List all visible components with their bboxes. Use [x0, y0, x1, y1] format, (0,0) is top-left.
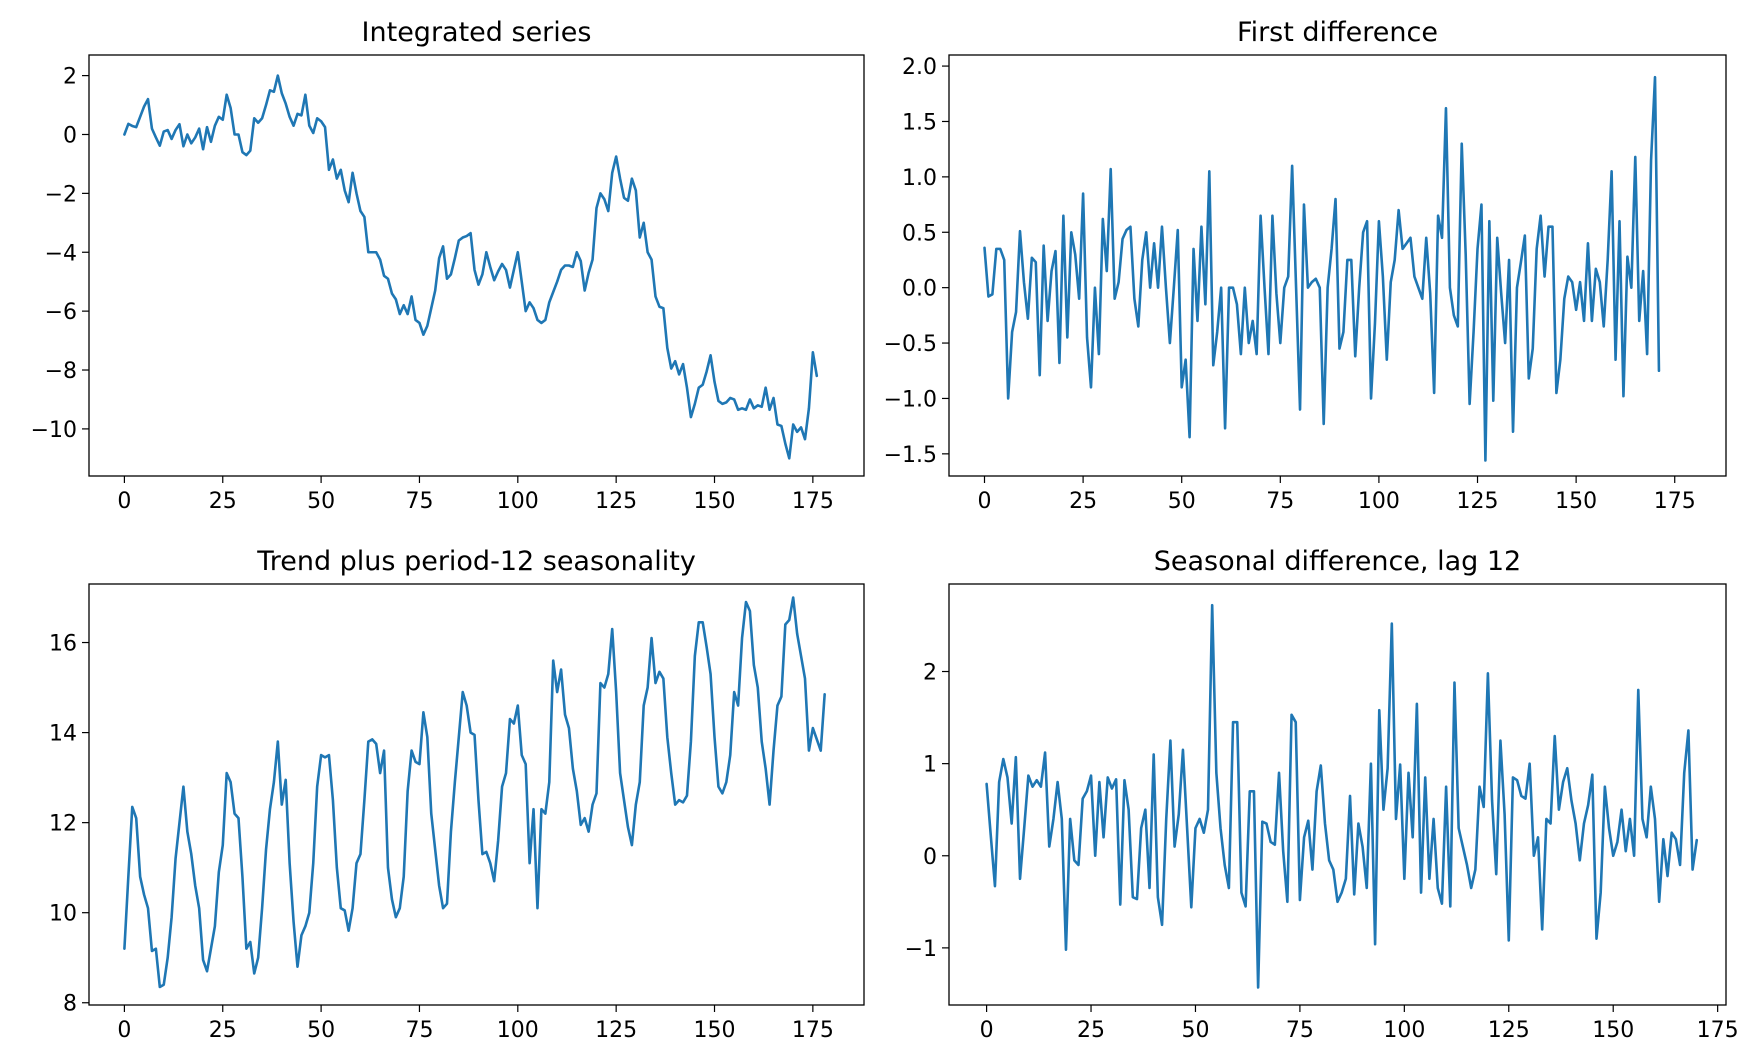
panel-first-difference: First difference 0 25 50 75 100 125 150 175 −1.5 −… [884, 17, 1727, 514]
y-tick-label-first-difference: 0.0 [902, 277, 937, 302]
x-tick-label-integrated-series: 100 [497, 489, 539, 514]
y-tick-label-trend-seasonality: 12 [49, 812, 77, 837]
panel-trend-seasonality: Trend plus period-12 seasonality 0 25 50 75 1… [49, 546, 865, 1043]
chart-title-first-difference: First difference [1237, 17, 1438, 48]
y-tick-label-seasonal-difference: 1 [923, 753, 937, 778]
plot-frame-seasonal-difference [948, 583, 1727, 1006]
x-tick-label-seasonal-difference: 150 [1592, 1018, 1634, 1043]
plot-frame-integrated-series [88, 54, 865, 477]
x-tick-label-first-difference: 25 [1069, 489, 1097, 514]
y-tick-label-first-difference: 1.0 [902, 166, 937, 191]
y-tick-label-trend-seasonality: 16 [49, 632, 77, 657]
x-tick-label-trend-seasonality: 175 [792, 1018, 834, 1043]
x-tick-label-integrated-series: 75 [405, 489, 433, 514]
x-tick-label-first-difference: 150 [1555, 489, 1597, 514]
y-tick-label-seasonal-difference: 2 [923, 661, 937, 686]
x-tick-label-first-difference: 125 [1457, 489, 1499, 514]
x-tick-label-first-difference: 100 [1358, 489, 1400, 514]
x-tick-label-trend-seasonality: 25 [209, 1018, 237, 1043]
x-tick-label-trend-seasonality: 75 [405, 1018, 433, 1043]
y-tick-label-trend-seasonality: 8 [63, 992, 77, 1017]
x-tick-label-integrated-series: 25 [209, 489, 237, 514]
x-tick-label-trend-seasonality: 50 [307, 1018, 335, 1043]
x-tick-label-seasonal-difference: 175 [1697, 1018, 1739, 1043]
y-tick-label-first-difference: −1.5 [884, 443, 937, 468]
x-tick-label-first-difference: 75 [1266, 489, 1294, 514]
x-tick-label-trend-seasonality: 150 [694, 1018, 736, 1043]
x-tick-label-seasonal-difference: 0 [980, 1018, 994, 1043]
chart-title-seasonal-difference: Seasonal difference, lag 12 [1154, 546, 1521, 577]
chart-title-integrated-series: Integrated series [362, 17, 592, 48]
y-tick-label-integrated-series: 2 [63, 65, 77, 90]
x-tick-label-integrated-series: 50 [307, 489, 335, 514]
y-tick-label-first-difference: 0.5 [902, 221, 937, 246]
y-tick-label-seasonal-difference: −1 [905, 937, 937, 962]
y-tick-label-integrated-series: −10 [31, 418, 77, 443]
y-tick-label-first-difference: 2.0 [902, 55, 937, 80]
x-tick-label-seasonal-difference: 75 [1286, 1018, 1314, 1043]
series-line-seasonal-difference [985, 603, 1699, 989]
x-tick-label-seasonal-difference: 125 [1488, 1018, 1530, 1043]
y-tick-label-first-difference: 1.5 [902, 110, 937, 135]
x-tick-label-first-difference: 50 [1168, 489, 1196, 514]
plot-frame-first-difference [948, 54, 1727, 477]
x-tick-label-integrated-series: 0 [117, 489, 131, 514]
x-tick-label-first-difference: 0 [977, 489, 991, 514]
y-tick-label-trend-seasonality: 14 [49, 722, 77, 747]
series-line-trend-seasonality [123, 596, 826, 989]
chart-title-trend-seasonality: Trend plus period-12 seasonality [256, 546, 696, 577]
series-line-integrated-series [123, 74, 819, 460]
x-tick-label-trend-seasonality: 125 [595, 1018, 637, 1043]
x-tick-label-trend-seasonality: 100 [497, 1018, 539, 1043]
x-tick-label-integrated-series: 175 [792, 489, 834, 514]
y-tick-label-first-difference: −0.5 [884, 332, 937, 357]
x-tick-label-seasonal-difference: 25 [1077, 1018, 1105, 1043]
series-line-first-difference [983, 75, 1661, 462]
y-tick-label-integrated-series: −6 [45, 300, 77, 325]
x-tick-label-trend-seasonality: 0 [117, 1018, 131, 1043]
panel-seasonal-difference: Seasonal difference, lag 12 0 25 50 75 100 125… [905, 546, 1739, 1043]
panel-integrated-series: Integrated series 0 25 50 75 100 125 150 175 −10 −… [31, 17, 865, 514]
x-tick-label-first-difference: 175 [1654, 489, 1696, 514]
y-tick-label-integrated-series: 0 [63, 123, 77, 148]
x-tick-label-seasonal-difference: 100 [1383, 1018, 1425, 1043]
x-tick-label-seasonal-difference: 50 [1181, 1018, 1209, 1043]
x-tick-label-integrated-series: 150 [694, 489, 736, 514]
y-tick-label-seasonal-difference: 0 [923, 845, 937, 870]
y-tick-label-trend-seasonality: 10 [49, 902, 77, 927]
x-tick-label-integrated-series: 125 [595, 489, 637, 514]
y-tick-label-first-difference: −1.0 [884, 387, 937, 412]
y-tick-label-integrated-series: −2 [45, 182, 77, 207]
y-tick-label-integrated-series: −4 [45, 241, 77, 266]
plot-frame-trend-seasonality [88, 583, 865, 1006]
y-tick-label-integrated-series: −8 [45, 359, 77, 384]
